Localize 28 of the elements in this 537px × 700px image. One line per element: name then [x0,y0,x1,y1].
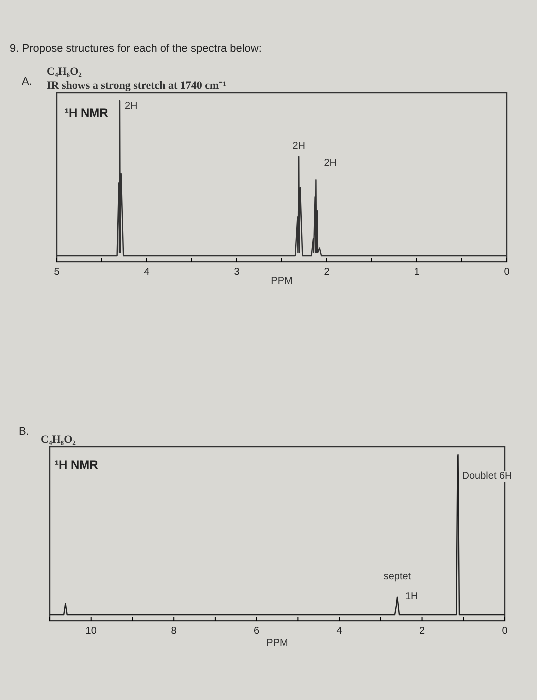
annotation: Doublet 6H [462,471,512,482]
x-tick-label: 1 [414,267,420,278]
chart-title: C₄H₈O₂ [41,434,77,446]
x-tick-label: 10 [86,626,98,638]
x-tick-label: 4 [336,626,343,638]
annotation: 2H [125,101,138,112]
annotation: 1H [405,591,418,602]
chart-subtitle: IR shows a strong stretch at 1740 cm⁻¹ [47,80,227,92]
x-axis-title: PPM [271,276,293,287]
x-tick-label: 4 [144,267,150,278]
x-tick-label: 3 [234,267,240,278]
annotation: 2H [292,140,306,152]
x-axis-title: PPM [266,638,288,649]
x-tick-label: 8 [171,626,178,638]
annotation: 2H [324,158,337,170]
x-tick-label: 2 [324,267,330,278]
text: 9. Propose structures for each of the spectra below: [10,43,262,55]
text: A. [22,76,32,88]
annotation: septet [384,571,412,582]
chart-title: C₄H₆O₂ [47,66,83,78]
x-tick-label: 5 [54,267,60,278]
x-tick-label: 0 [504,267,510,278]
annotation: ¹H NMR [65,106,109,120]
text: B. [19,426,30,438]
annotation: ¹H NMR [55,458,99,472]
x-tick-label: 0 [502,626,508,638]
x-tick-label: 6 [254,626,260,638]
x-tick-label: 2 [419,626,426,638]
